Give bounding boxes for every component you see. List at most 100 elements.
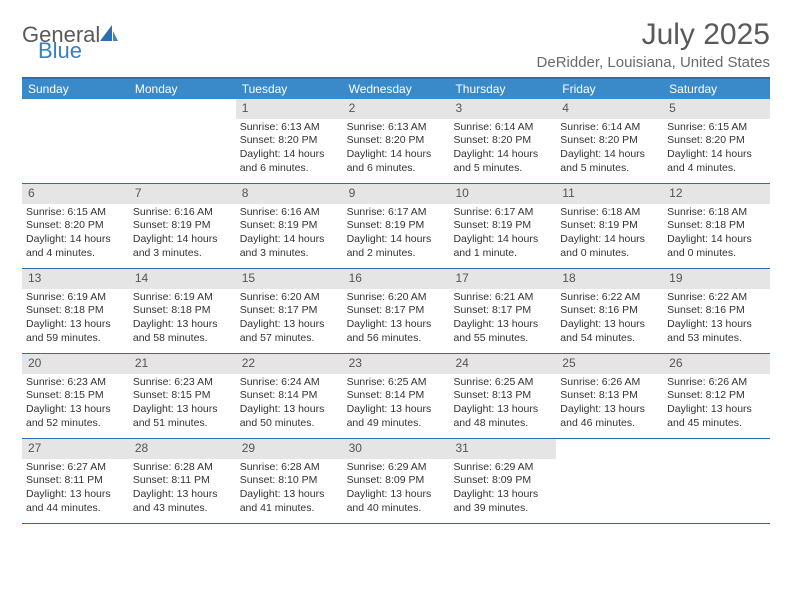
sunset-text: Sunset: 8:18 PM: [26, 304, 125, 318]
day-cell: 1Sunrise: 6:13 AMSunset: 8:20 PMDaylight…: [236, 99, 343, 183]
sunset-text: Sunset: 8:10 PM: [240, 474, 339, 488]
daylight-text: Daylight: 14 hours and 0 minutes.: [560, 233, 659, 260]
sunset-text: Sunset: 8:19 PM: [560, 219, 659, 233]
day-body: Sunrise: 6:13 AMSunset: 8:20 PMDaylight:…: [343, 119, 450, 180]
sunrise-text: Sunrise: 6:17 AM: [453, 206, 552, 220]
sunrise-text: Sunrise: 6:19 AM: [133, 291, 232, 305]
daylight-text: Daylight: 14 hours and 6 minutes.: [347, 148, 446, 175]
page-header: General Blue July 2025 DeRidder, Louisia…: [22, 18, 770, 71]
sunrise-text: Sunrise: 6:23 AM: [26, 376, 125, 390]
sunset-text: Sunset: 8:19 PM: [347, 219, 446, 233]
daylight-text: Daylight: 14 hours and 1 minute.: [453, 233, 552, 260]
sunset-text: Sunset: 8:13 PM: [453, 389, 552, 403]
day-cell: 11Sunrise: 6:18 AMSunset: 8:19 PMDayligh…: [556, 184, 663, 268]
sunset-text: Sunset: 8:20 PM: [240, 134, 339, 148]
dow-cell: Wednesday: [343, 79, 450, 99]
day-number: 18: [556, 269, 663, 289]
day-number: 26: [663, 354, 770, 374]
day-cell: [129, 99, 236, 183]
sunrise-text: Sunrise: 6:14 AM: [560, 121, 659, 135]
day-cell: 2Sunrise: 6:13 AMSunset: 8:20 PMDaylight…: [343, 99, 450, 183]
day-body: Sunrise: 6:21 AMSunset: 8:17 PMDaylight:…: [449, 289, 556, 350]
day-body: Sunrise: 6:20 AMSunset: 8:17 PMDaylight:…: [343, 289, 450, 350]
sunrise-text: Sunrise: 6:24 AM: [240, 376, 339, 390]
daylight-text: Daylight: 14 hours and 5 minutes.: [560, 148, 659, 175]
daylight-text: Daylight: 13 hours and 40 minutes.: [347, 488, 446, 515]
day-number: [556, 439, 663, 443]
sunrise-text: Sunrise: 6:28 AM: [133, 461, 232, 475]
day-body: Sunrise: 6:19 AMSunset: 8:18 PMDaylight:…: [22, 289, 129, 350]
daylight-text: Daylight: 13 hours and 50 minutes.: [240, 403, 339, 430]
sunset-text: Sunset: 8:20 PM: [667, 134, 766, 148]
daylight-text: Daylight: 14 hours and 5 minutes.: [453, 148, 552, 175]
day-cell: 13Sunrise: 6:19 AMSunset: 8:18 PMDayligh…: [22, 269, 129, 353]
daylight-text: Daylight: 14 hours and 3 minutes.: [240, 233, 339, 260]
day-cell: 4Sunrise: 6:14 AMSunset: 8:20 PMDaylight…: [556, 99, 663, 183]
day-cell: [556, 439, 663, 523]
sunrise-text: Sunrise: 6:23 AM: [133, 376, 232, 390]
sunrise-text: Sunrise: 6:14 AM: [453, 121, 552, 135]
sunset-text: Sunset: 8:11 PM: [133, 474, 232, 488]
sunset-text: Sunset: 8:17 PM: [453, 304, 552, 318]
daylight-text: Daylight: 13 hours and 46 minutes.: [560, 403, 659, 430]
day-body: Sunrise: 6:15 AMSunset: 8:20 PMDaylight:…: [663, 119, 770, 180]
day-number: 29: [236, 439, 343, 459]
day-body: Sunrise: 6:15 AMSunset: 8:20 PMDaylight:…: [22, 204, 129, 265]
day-cell: 30Sunrise: 6:29 AMSunset: 8:09 PMDayligh…: [343, 439, 450, 523]
day-number: 27: [22, 439, 129, 459]
sunset-text: Sunset: 8:18 PM: [667, 219, 766, 233]
sunset-text: Sunset: 8:15 PM: [133, 389, 232, 403]
sunrise-text: Sunrise: 6:22 AM: [667, 291, 766, 305]
day-body: Sunrise: 6:16 AMSunset: 8:19 PMDaylight:…: [129, 204, 236, 265]
day-cell: 16Sunrise: 6:20 AMSunset: 8:17 PMDayligh…: [343, 269, 450, 353]
day-number: 2: [343, 99, 450, 119]
day-cell: 26Sunrise: 6:26 AMSunset: 8:12 PMDayligh…: [663, 354, 770, 438]
sunrise-text: Sunrise: 6:26 AM: [667, 376, 766, 390]
day-number: 12: [663, 184, 770, 204]
day-cell: [663, 439, 770, 523]
daylight-text: Daylight: 13 hours and 48 minutes.: [453, 403, 552, 430]
day-number: 16: [343, 269, 450, 289]
sunrise-text: Sunrise: 6:20 AM: [240, 291, 339, 305]
sunset-text: Sunset: 8:18 PM: [133, 304, 232, 318]
day-number: 11: [556, 184, 663, 204]
sunrise-text: Sunrise: 6:28 AM: [240, 461, 339, 475]
sunset-text: Sunset: 8:17 PM: [240, 304, 339, 318]
day-body: Sunrise: 6:14 AMSunset: 8:20 PMDaylight:…: [556, 119, 663, 180]
calendar-grid: SundayMondayTuesdayWednesdayThursdayFrid…: [22, 77, 770, 524]
day-cell: 20Sunrise: 6:23 AMSunset: 8:15 PMDayligh…: [22, 354, 129, 438]
logo-line2: Blue: [38, 40, 100, 62]
day-body: Sunrise: 6:26 AMSunset: 8:12 PMDaylight:…: [663, 374, 770, 435]
day-cell: 15Sunrise: 6:20 AMSunset: 8:17 PMDayligh…: [236, 269, 343, 353]
day-number: 13: [22, 269, 129, 289]
day-number: [22, 99, 129, 103]
sunrise-text: Sunrise: 6:26 AM: [560, 376, 659, 390]
sunrise-text: Sunrise: 6:13 AM: [347, 121, 446, 135]
daylight-text: Daylight: 14 hours and 0 minutes.: [667, 233, 766, 260]
day-body: Sunrise: 6:14 AMSunset: 8:20 PMDaylight:…: [449, 119, 556, 180]
day-body: Sunrise: 6:18 AMSunset: 8:18 PMDaylight:…: [663, 204, 770, 265]
daylight-text: Daylight: 13 hours and 59 minutes.: [26, 318, 125, 345]
day-cell: 21Sunrise: 6:23 AMSunset: 8:15 PMDayligh…: [129, 354, 236, 438]
day-number: 8: [236, 184, 343, 204]
day-body: Sunrise: 6:23 AMSunset: 8:15 PMDaylight:…: [22, 374, 129, 435]
day-body: Sunrise: 6:25 AMSunset: 8:14 PMDaylight:…: [343, 374, 450, 435]
week-row: 20Sunrise: 6:23 AMSunset: 8:15 PMDayligh…: [22, 354, 770, 439]
daylight-text: Daylight: 13 hours and 56 minutes.: [347, 318, 446, 345]
day-body: Sunrise: 6:19 AMSunset: 8:18 PMDaylight:…: [129, 289, 236, 350]
sunset-text: Sunset: 8:20 PM: [560, 134, 659, 148]
sunrise-text: Sunrise: 6:17 AM: [347, 206, 446, 220]
day-cell: 24Sunrise: 6:25 AMSunset: 8:13 PMDayligh…: [449, 354, 556, 438]
day-body: Sunrise: 6:28 AMSunset: 8:11 PMDaylight:…: [129, 459, 236, 520]
daylight-text: Daylight: 13 hours and 43 minutes.: [133, 488, 232, 515]
sunset-text: Sunset: 8:09 PM: [453, 474, 552, 488]
dow-cell: Monday: [129, 79, 236, 99]
day-body: Sunrise: 6:26 AMSunset: 8:13 PMDaylight:…: [556, 374, 663, 435]
sunrise-text: Sunrise: 6:15 AM: [26, 206, 125, 220]
day-cell: 3Sunrise: 6:14 AMSunset: 8:20 PMDaylight…: [449, 99, 556, 183]
daylight-text: Daylight: 13 hours and 45 minutes.: [667, 403, 766, 430]
daylight-text: Daylight: 14 hours and 3 minutes.: [133, 233, 232, 260]
sunrise-text: Sunrise: 6:16 AM: [133, 206, 232, 220]
dow-row: SundayMondayTuesdayWednesdayThursdayFrid…: [22, 79, 770, 99]
sunset-text: Sunset: 8:20 PM: [347, 134, 446, 148]
